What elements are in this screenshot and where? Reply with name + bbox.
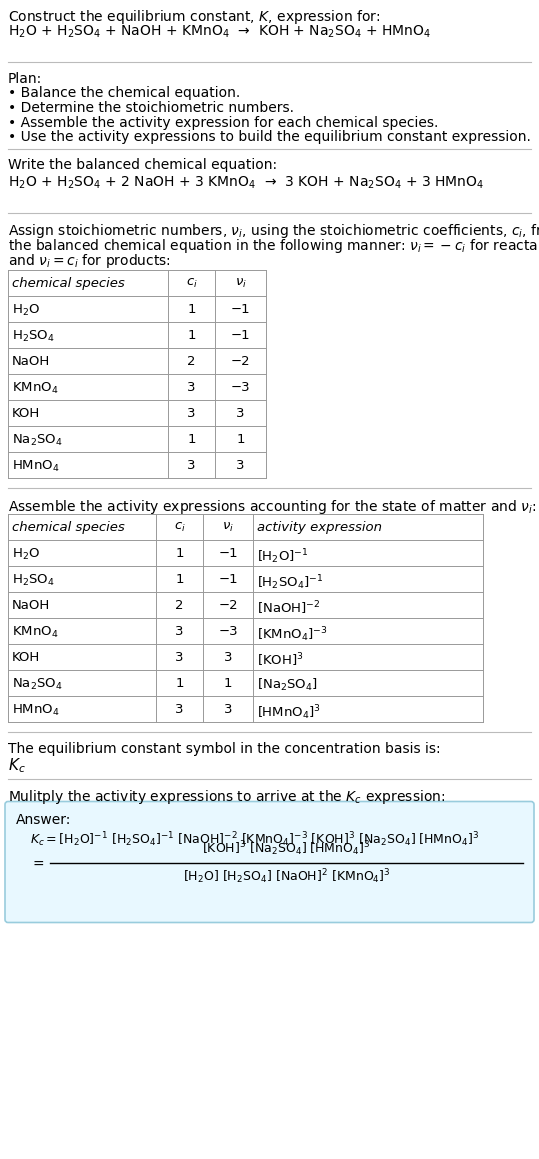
Text: 1: 1 bbox=[224, 677, 232, 690]
Text: and $\nu_i = c_i$ for products:: and $\nu_i = c_i$ for products: bbox=[8, 252, 171, 270]
Text: NaOH: NaOH bbox=[12, 355, 50, 369]
Text: H$_2$O: H$_2$O bbox=[12, 547, 40, 562]
Text: activity expression: activity expression bbox=[257, 522, 382, 534]
Text: [Na$_2$SO$_4$]: [Na$_2$SO$_4$] bbox=[257, 677, 318, 693]
Text: KMnO$_4$: KMnO$_4$ bbox=[12, 625, 58, 640]
Text: −1: −1 bbox=[231, 329, 250, 342]
Text: −3: −3 bbox=[231, 381, 250, 394]
Text: NaOH: NaOH bbox=[12, 599, 50, 612]
Text: H$_2$O + H$_2$SO$_4$ + 2 NaOH + 3 KMnO$_4$  →  3 KOH + Na$_2$SO$_4$ + 3 HMnO$_4$: H$_2$O + H$_2$SO$_4$ + 2 NaOH + 3 KMnO$_… bbox=[8, 175, 484, 191]
Text: 3: 3 bbox=[224, 651, 232, 664]
Text: H$_2$SO$_4$: H$_2$SO$_4$ bbox=[12, 573, 54, 588]
Text: HMnO$_4$: HMnO$_4$ bbox=[12, 704, 60, 719]
Text: −2: −2 bbox=[231, 355, 250, 369]
Text: −1: −1 bbox=[231, 302, 250, 316]
Text: Write the balanced chemical equation:: Write the balanced chemical equation: bbox=[8, 159, 277, 173]
Text: Plan:: Plan: bbox=[8, 72, 42, 86]
Text: H$_2$O + H$_2$SO$_4$ + NaOH + KMnO$_4$  →  KOH + Na$_2$SO$_4$ + HMnO$_4$: H$_2$O + H$_2$SO$_4$ + NaOH + KMnO$_4$ →… bbox=[8, 24, 431, 41]
Text: Construct the equilibrium constant, $K$, expression for:: Construct the equilibrium constant, $K$,… bbox=[8, 8, 381, 25]
Text: 3: 3 bbox=[224, 704, 232, 716]
Text: [KMnO$_4$]$^{-3}$: [KMnO$_4$]$^{-3}$ bbox=[257, 625, 328, 643]
Text: KOH: KOH bbox=[12, 651, 40, 664]
Text: KOH: KOH bbox=[12, 407, 40, 420]
Text: KMnO$_4$: KMnO$_4$ bbox=[12, 381, 58, 396]
Text: Assemble the activity expressions accounting for the state of matter and $\nu_i$: Assemble the activity expressions accoun… bbox=[8, 498, 536, 516]
Text: Na$_2$SO$_4$: Na$_2$SO$_4$ bbox=[12, 677, 63, 692]
Text: $K_c = \mathrm{[H_2O]^{-1}\ [H_2SO_4]^{-1}\ [NaOH]^{-2}\ [KMnO_4]^{-3}\ [KOH]^3\: $K_c = \mathrm{[H_2O]^{-1}\ [H_2SO_4]^{-… bbox=[30, 831, 479, 850]
Text: 2: 2 bbox=[187, 355, 196, 369]
Text: [KOH]$^3$: [KOH]$^3$ bbox=[257, 651, 303, 669]
Text: • Determine the stoichiometric numbers.: • Determine the stoichiometric numbers. bbox=[8, 101, 294, 115]
Text: 3: 3 bbox=[236, 407, 245, 420]
Text: the balanced chemical equation in the following manner: $\nu_i = -c_i$ for react: the balanced chemical equation in the fo… bbox=[8, 236, 539, 255]
Text: $\mathrm{[H_2O]\ [H_2SO_4]\ [NaOH]^2\ [KMnO_4]^3}$: $\mathrm{[H_2O]\ [H_2SO_4]\ [NaOH]^2\ [K… bbox=[183, 867, 390, 885]
Text: 1: 1 bbox=[236, 433, 245, 446]
Text: 1: 1 bbox=[175, 547, 184, 560]
Text: 3: 3 bbox=[187, 381, 196, 394]
Text: [HMnO$_4$]$^3$: [HMnO$_4$]$^3$ bbox=[257, 704, 321, 722]
Text: 1: 1 bbox=[187, 329, 196, 342]
Text: 1: 1 bbox=[187, 433, 196, 446]
Text: 3: 3 bbox=[175, 704, 184, 716]
Text: The equilibrium constant symbol in the concentration basis is:: The equilibrium constant symbol in the c… bbox=[8, 742, 440, 756]
Text: $K_c$: $K_c$ bbox=[8, 757, 26, 775]
Text: 3: 3 bbox=[175, 651, 184, 664]
Text: 3: 3 bbox=[175, 625, 184, 637]
Text: $\nu_i$: $\nu_i$ bbox=[234, 277, 246, 290]
Text: HMnO$_4$: HMnO$_4$ bbox=[12, 459, 60, 474]
FancyBboxPatch shape bbox=[5, 802, 534, 923]
Text: 3: 3 bbox=[187, 459, 196, 472]
Text: 3: 3 bbox=[236, 459, 245, 472]
Text: $\nu_i$: $\nu_i$ bbox=[222, 522, 234, 534]
Text: $\mathrm{[KOH]^3\ [Na_2SO_4]\ [HMnO_4]^3}$: $\mathrm{[KOH]^3\ [Na_2SO_4]\ [HMnO_4]^3… bbox=[202, 839, 371, 858]
Text: H$_2$O: H$_2$O bbox=[12, 302, 40, 318]
Text: • Use the activity expressions to build the equilibrium constant expression.: • Use the activity expressions to build … bbox=[8, 130, 531, 144]
Text: 1: 1 bbox=[175, 573, 184, 586]
Text: Mulitply the activity expressions to arrive at the $K_c$ expression:: Mulitply the activity expressions to arr… bbox=[8, 788, 445, 807]
Text: 1: 1 bbox=[175, 677, 184, 690]
Text: H$_2$SO$_4$: H$_2$SO$_4$ bbox=[12, 329, 54, 344]
Text: −1: −1 bbox=[218, 547, 238, 560]
Text: $=$: $=$ bbox=[30, 855, 45, 869]
Text: • Assemble the activity expression for each chemical species.: • Assemble the activity expression for e… bbox=[8, 116, 438, 130]
Text: Assign stoichiometric numbers, $\nu_i$, using the stoichiometric coefficients, $: Assign stoichiometric numbers, $\nu_i$, … bbox=[8, 223, 539, 241]
Text: Answer:: Answer: bbox=[16, 812, 71, 826]
Text: −3: −3 bbox=[218, 625, 238, 637]
Text: $c_i$: $c_i$ bbox=[174, 522, 185, 534]
Text: 1: 1 bbox=[187, 302, 196, 316]
Text: chemical species: chemical species bbox=[12, 277, 125, 290]
Text: $c_i$: $c_i$ bbox=[185, 277, 197, 290]
Text: [H$_2$SO$_4$]$^{-1}$: [H$_2$SO$_4$]$^{-1}$ bbox=[257, 573, 323, 592]
Text: chemical species: chemical species bbox=[12, 522, 125, 534]
Text: −2: −2 bbox=[218, 599, 238, 612]
Text: −1: −1 bbox=[218, 573, 238, 586]
Text: Na$_2$SO$_4$: Na$_2$SO$_4$ bbox=[12, 433, 63, 449]
Text: 2: 2 bbox=[175, 599, 184, 612]
Text: [NaOH]$^{-2}$: [NaOH]$^{-2}$ bbox=[257, 599, 321, 617]
Text: [H$_2$O]$^{-1}$: [H$_2$O]$^{-1}$ bbox=[257, 547, 309, 566]
Text: • Balance the chemical equation.: • Balance the chemical equation. bbox=[8, 87, 240, 101]
Text: 3: 3 bbox=[187, 407, 196, 420]
